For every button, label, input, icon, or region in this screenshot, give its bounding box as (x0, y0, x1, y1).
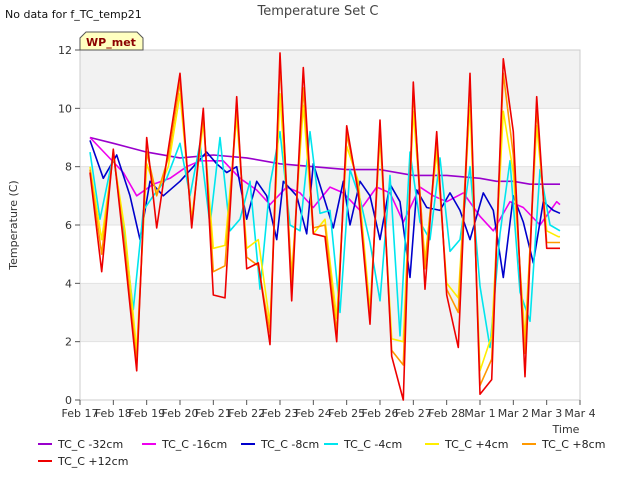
legend-label: TC_C -8cm (260, 438, 319, 451)
x-tick-label: Feb 24 (295, 407, 332, 420)
legend-item: TC_C -8cm (241, 438, 319, 451)
y-axis: 0 2 4 6 8 10 12 (58, 44, 80, 407)
legend-item: TC_C -32cm (38, 438, 123, 451)
grid-band (80, 283, 580, 342)
y-tick-label: 4 (65, 277, 72, 290)
y-tick-label: 2 (65, 336, 72, 349)
x-tick-label: Feb 17 (62, 407, 99, 420)
legend-item: TC_C +4cm (425, 438, 508, 451)
y-tick-label: 6 (65, 219, 72, 232)
x-tick-label: Feb 23 (262, 407, 299, 420)
x-tick-label: Feb 19 (128, 407, 165, 420)
y-tick-label: 8 (65, 161, 72, 174)
legend-label: TC_C +8cm (541, 438, 605, 451)
y-axis-label: Temperature (C) (7, 180, 20, 270)
x-tick-label: Feb 22 (228, 407, 265, 420)
grid-band (80, 108, 580, 167)
legend-label: TC_C -16cm (161, 438, 227, 451)
legend: TC_C -32cm TC_C -16cm TC_C -8cm TC_C -4cm TC… (38, 438, 605, 468)
series-line-tc-c-4cm (89, 93, 560, 372)
background-bands (80, 49, 580, 401)
grid-band (80, 341, 580, 400)
legend-item: TC_C +8cm (522, 438, 605, 451)
series-line-tc-c-8cm (89, 60, 560, 387)
legend-item: TC_C -4cm (324, 438, 402, 451)
x-tick-label: Mar 3 (531, 407, 562, 420)
x-tick-label: Feb 28 (428, 407, 465, 420)
legend-label: TC_C -32cm (57, 438, 123, 451)
badge-label: WP_met (86, 36, 136, 49)
x-tick-label: Feb 20 (162, 407, 199, 420)
series-layer (89, 52, 561, 401)
x-tick-label: Feb 21 (195, 407, 232, 420)
series-line-tc-c-16cm (89, 136, 561, 232)
x-tick-label: Feb 25 (328, 407, 365, 420)
x-axis-label: Time (552, 423, 580, 436)
legend-item: TC_C -16cm (142, 438, 227, 451)
legend-label: TC_C +4cm (444, 438, 508, 451)
x-tick-label: Feb 18 (95, 407, 132, 420)
x-tick-label: Mar 1 (464, 407, 495, 420)
y-tick-label: 0 (65, 394, 72, 407)
grid-band (80, 50, 580, 109)
legend-item: TC_C +12cm (38, 455, 128, 468)
y-tick-label: 12 (58, 44, 72, 57)
y-tick-label: 10 (58, 102, 72, 115)
legend-label: TC_C +12cm (57, 455, 128, 468)
legend-label: TC_C -4cm (343, 438, 402, 451)
x-tick-label: Feb 27 (395, 407, 432, 420)
chart-title: Temperature Set C (256, 4, 378, 19)
x-tick-label: Mar 4 (564, 407, 595, 420)
x-tick-label: Feb 26 (362, 407, 399, 420)
series-line-tc-c-4cm (89, 130, 561, 349)
x-tick-label: Mar 2 (498, 407, 529, 420)
wp-met-badge: WP_met (79, 31, 144, 51)
no-data-note: No data for f_TC_temp21 (5, 8, 142, 21)
series-line-tc-c-12cm (89, 52, 560, 401)
